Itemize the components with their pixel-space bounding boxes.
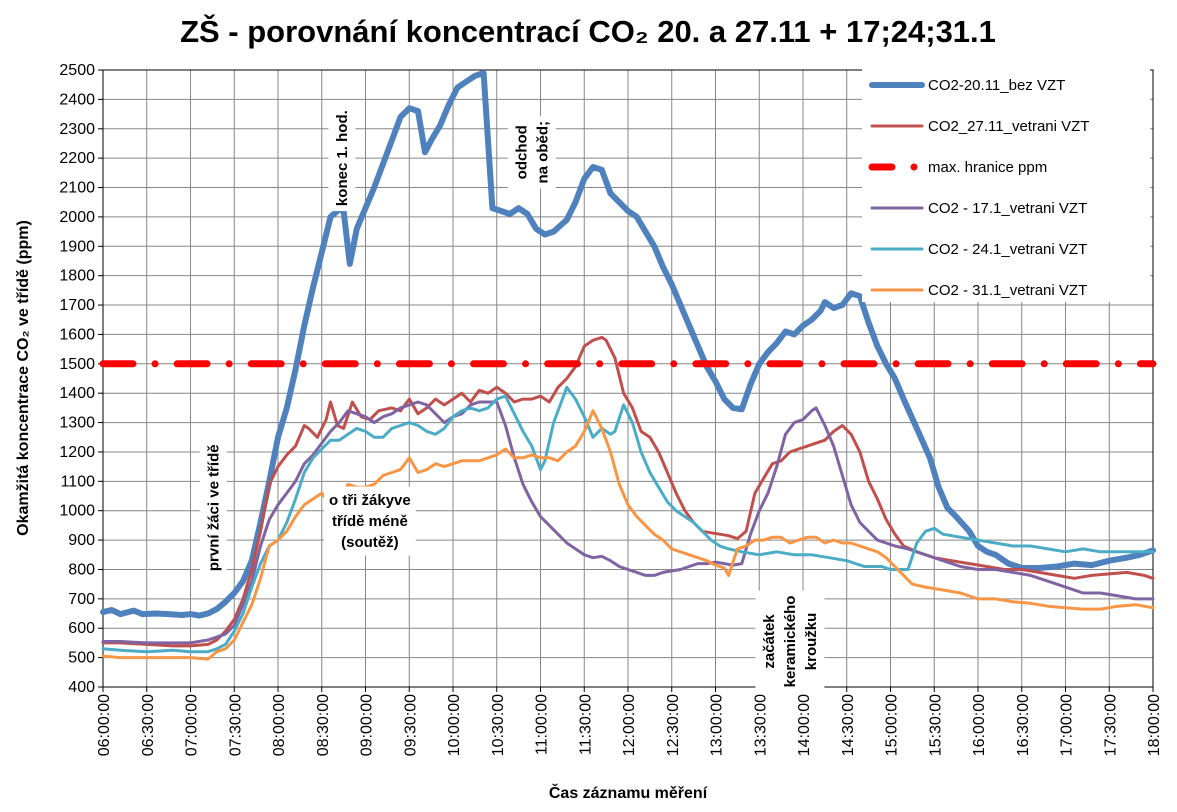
y-tick-label: 2100 <box>59 180 95 197</box>
x-tick-label: 09:30:00 <box>402 694 419 756</box>
y-tick-label: 800 <box>68 561 95 578</box>
legend-box <box>862 66 1150 302</box>
x-tick-label: 06:00:00 <box>96 694 113 756</box>
y-tick-label: 1900 <box>59 238 95 255</box>
x-tick-label: 16:30:00 <box>1015 694 1032 756</box>
x-tick-label: 13:30:00 <box>752 694 769 756</box>
x-tick-label: 11:00:00 <box>534 694 551 755</box>
y-tick-label: 1800 <box>59 268 95 285</box>
legend-label-4: CO2 - 24.1_vetrani VZT <box>928 241 1087 258</box>
chart-title: ZŠ - porovnání koncentrací CO₂ 20. a 27.… <box>180 13 996 49</box>
annotation-text: začátek <box>761 614 778 669</box>
y-tick-label: 1300 <box>59 415 95 432</box>
x-tick-label: 16:00:00 <box>971 694 988 756</box>
x-tick-label: 13:00:00 <box>709 694 726 756</box>
y-tick-label: 1400 <box>59 385 95 402</box>
annotation-box <box>328 105 356 212</box>
x-axis-ticks: 06:00:00 06:30:00 07:00:00 07:30:00 08:00:00… <box>96 687 1163 756</box>
y-tick-label: 1100 <box>61 473 96 490</box>
annotation-box <box>199 439 227 577</box>
series-lines <box>99 69 1157 661</box>
annotation-text: na oběd; <box>534 121 551 184</box>
x-tick-label: 14:00:00 <box>796 694 813 756</box>
x-tick-label: 12:00:00 <box>621 694 638 756</box>
x-tick-label: 08:30:00 <box>315 694 332 756</box>
x-tick-label: 07:00:00 <box>184 694 201 756</box>
annotations: první žáci ve třídě konec 1. hod. odchod na… <box>199 105 825 693</box>
legend-label-0: CO2-20.11_bez VZT <box>928 77 1065 94</box>
y-tick-label: 900 <box>68 532 95 549</box>
annotation-prvni: první žáci ve třídě <box>199 439 227 577</box>
y-tick-label: 600 <box>68 620 95 637</box>
y-tick-label: 2400 <box>59 91 95 108</box>
annotation-konec: konec 1. hod. <box>328 105 356 212</box>
x-tick-label: 17:30:00 <box>1102 694 1119 756</box>
x-tick-label: 08:00:00 <box>271 694 288 756</box>
series-line-4 <box>101 385 1155 654</box>
x-tick-label: 10:00:00 <box>446 694 463 756</box>
y-tick-label: 2300 <box>59 121 95 138</box>
legend-label-3: CO2 - 17.1_vetrani VZT <box>928 200 1087 217</box>
annotation-text: třídě méně <box>332 513 408 530</box>
y-tick-label: 500 <box>68 650 95 667</box>
annotation-text: (soutěž) <box>341 534 399 551</box>
x-tick-label: 15:30:00 <box>927 694 944 756</box>
y-tick-label: 1000 <box>59 503 95 520</box>
series-line-3 <box>101 400 1155 645</box>
y-tick-label: 2500 <box>59 62 95 79</box>
y-tick-label: 700 <box>68 591 95 608</box>
annotation-box <box>324 486 416 556</box>
y-tick-label: 1700 <box>59 297 95 314</box>
y-axis-title: Okamžitá koncentrace CO₂ ve třídě (ppm) <box>15 220 32 536</box>
x-tick-label: 15:00:00 <box>884 694 901 756</box>
x-tick-label: 06:30:00 <box>140 694 157 756</box>
x-tick-label: 18:00:00 <box>1146 694 1163 756</box>
x-tick-label: 07:30:00 <box>227 694 244 756</box>
legend-swatch-dot-2 <box>910 163 918 171</box>
legend-label-5: CO2 - 31.1_vetrani VZT <box>928 282 1087 299</box>
annotation-text: o tři žákyve <box>329 492 411 509</box>
y-tick-label: 400 <box>68 679 95 696</box>
x-tick-label: 14:30:00 <box>840 694 857 756</box>
x-axis-title: Čas záznamu měření <box>549 783 708 802</box>
y-tick-label: 2000 <box>59 209 95 226</box>
legend-label-1: CO2_27.11_vetrani VZT <box>928 118 1089 135</box>
annotation-text: odchod <box>513 125 530 179</box>
legend-label-2: max. hranice ppm <box>928 159 1047 176</box>
x-tick-label: 10:30:00 <box>490 694 507 756</box>
series-line-0 <box>100 69 1156 619</box>
annotation-box <box>507 116 556 189</box>
legend: CO2-20.11_bez VZT CO2_27.11_vetrani VZT ma… <box>862 66 1150 302</box>
annotation-odchod: odchod na oběd; <box>507 116 556 189</box>
annotation-kroz: začátek keramického kroužku <box>755 590 825 693</box>
x-tick-label: 09:00:00 <box>359 694 376 756</box>
x-tick-label: 12:30:00 <box>665 694 682 756</box>
series-line-5 <box>101 409 1155 661</box>
plot-area-border <box>102 69 1154 688</box>
annotation-text: konec 1. hod. <box>334 110 351 206</box>
annotation-text: kroužku <box>803 613 820 671</box>
annotation-text: první žáci ve třídě <box>205 444 222 571</box>
y-tick-label: 1500 <box>59 356 95 373</box>
annotation-box <box>755 590 825 693</box>
y-axis-ticks: 400 500 600 700 800 900 1000 1100 1200 1300 1400 15… <box>59 62 103 696</box>
annotation-sout: o tři žákyve třídě méně (soutěž) <box>324 486 416 556</box>
series-line-1 <box>101 335 1155 648</box>
x-tick-label: 17:00:00 <box>1059 694 1076 756</box>
y-tick-label: 1600 <box>59 326 95 343</box>
y-tick-label: 2200 <box>59 150 95 167</box>
annotation-text: keramického <box>782 596 799 688</box>
y-tick-label: 1200 <box>59 444 95 461</box>
x-tick-label: 11:30:00 <box>577 694 594 755</box>
